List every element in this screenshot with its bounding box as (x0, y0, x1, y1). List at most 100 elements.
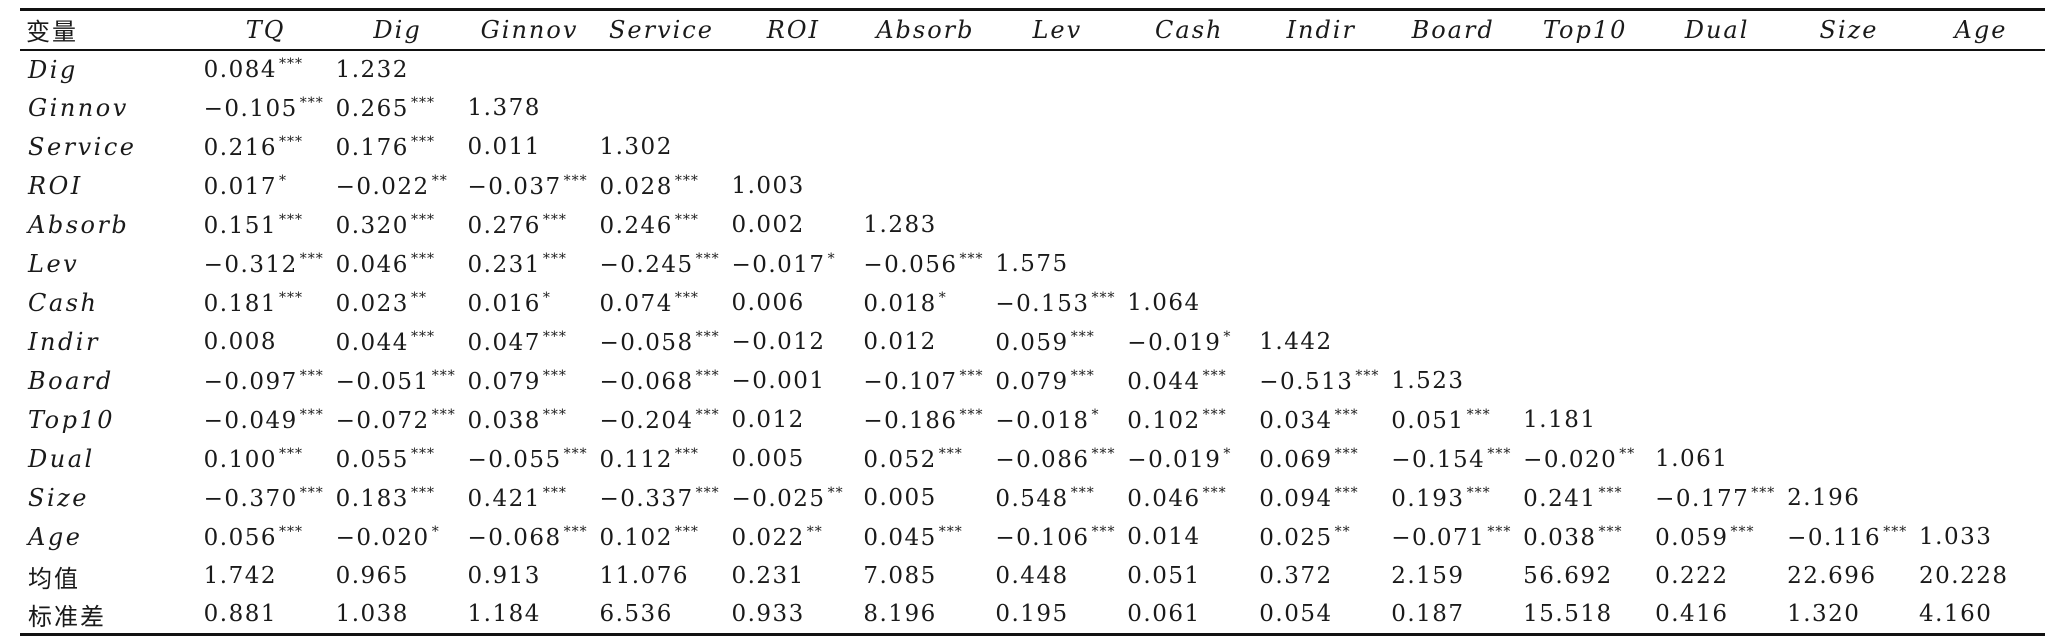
row-label: Dual (28, 445, 95, 473)
cell-value: 0.045 (863, 524, 937, 551)
table-cell (1649, 362, 1781, 401)
significance-stars: *** (1070, 328, 1095, 345)
cell-value: 15.518 (1523, 601, 1613, 628)
table-cell: 0.046 *** (1121, 479, 1253, 518)
table-cell: 0.421 *** (462, 479, 594, 518)
table-cell: 0.044 *** (330, 323, 462, 362)
table-cell: 0.059 *** (1649, 518, 1781, 557)
significance-stars: *** (1202, 406, 1227, 423)
table-row: Lev −0.312 *** 0.046 *** 0.231 *** −0.245 *** −0.… (20, 245, 2045, 284)
header-cell: Board (1411, 15, 1495, 44)
table-cell: −0.068 *** (462, 518, 594, 557)
table-row: Cash 0.181 *** 0.023 ** 0.016 * 0.074 *** 0.006 0.… (20, 284, 2045, 323)
table-cell: 0.548 *** (989, 479, 1121, 518)
cell-value: 0.241 (1523, 485, 1597, 512)
table-cell: 0.372 (1253, 557, 1385, 596)
table-cell (1781, 167, 1913, 206)
significance-stars: *** (959, 250, 984, 267)
table-cell: −0.025 ** (725, 479, 857, 518)
significance-stars: *** (674, 445, 699, 462)
table-body: Dig 0.084 *** 1.232 Ginnov −0.105 *** 0.265 *** 1… (20, 50, 2045, 635)
table-cell (1385, 206, 1517, 245)
table-cell: 0.320 *** (330, 206, 462, 245)
table-row: Service 0.216 *** 0.176 *** 0.011 1.302 (20, 128, 2045, 167)
table-cell: 1.064 (1121, 284, 1253, 323)
table-cell (1913, 206, 2045, 245)
table-cell: −0.017 * (725, 245, 857, 284)
table-cell: 1.523 (1385, 362, 1517, 401)
cell-value: 0.372 (1259, 563, 1333, 589)
significance-stars: *** (542, 406, 567, 423)
table-cell (857, 128, 989, 167)
table-cell (1121, 50, 1253, 89)
cell-value: 1.378 (467, 95, 541, 121)
table-cell (1385, 167, 1517, 206)
cell-value: 0.913 (467, 563, 541, 589)
table-cell (1781, 284, 1913, 323)
header-cell: Dual (1684, 15, 1750, 44)
table-cell: 0.079 *** (462, 362, 594, 401)
header-cell: Lev (1032, 15, 1083, 44)
cell-value: 0.222 (1655, 563, 1729, 589)
cell-value: 0.100 (203, 446, 277, 473)
significance-stars: *** (299, 367, 324, 384)
table-cell: 0.094 *** (1253, 479, 1385, 518)
table-cell: 0.881 (198, 596, 330, 635)
cell-value: 6.536 (599, 601, 673, 628)
table-cell: −0.049 *** (198, 401, 330, 440)
cell-value: −0.037 (467, 173, 562, 200)
header-cell: Dig (373, 15, 422, 44)
header-cell: Absorb (876, 15, 975, 44)
cell-value: 1.320 (1787, 601, 1861, 628)
significance-stars: *** (542, 211, 567, 228)
table-cell: 0.102 *** (593, 518, 725, 557)
significance-stars: * (278, 172, 287, 189)
cell-value: 0.421 (467, 485, 541, 512)
cell-value: 0.002 (731, 212, 805, 238)
cell-value: 0.231 (731, 563, 805, 589)
table-cell: 0.008 (198, 323, 330, 362)
row-label: Dig (28, 55, 78, 84)
row-label: Size (28, 484, 89, 512)
cell-value: −0.020 (1523, 446, 1618, 473)
significance-stars: *** (563, 172, 588, 189)
cell-value: 1.523 (1391, 368, 1465, 394)
significance-stars: ** (431, 172, 448, 189)
table-cell: 0.276 *** (462, 206, 594, 245)
cell-value: 0.176 (335, 134, 409, 161)
table-cell: 0.038 *** (462, 401, 594, 440)
cell-value: 0.005 (863, 485, 937, 511)
table-cell (1649, 89, 1781, 128)
table-cell: 1.442 (1253, 323, 1385, 362)
table-cell (1517, 167, 1649, 206)
table-cell: −0.105 *** (198, 89, 330, 128)
table-cell: 0.045 *** (857, 518, 989, 557)
table-cell: −0.001 (725, 362, 857, 401)
cell-value: −0.019 (1127, 446, 1222, 473)
cell-value: 0.061 (1127, 601, 1201, 628)
table-cell (1253, 89, 1385, 128)
cell-value: −0.153 (995, 290, 1090, 317)
table-cell: 0.006 (725, 284, 857, 323)
table-cell (989, 50, 1121, 89)
table-cell (1121, 128, 1253, 167)
table-cell: 0.216 *** (198, 128, 330, 167)
significance-stars: *** (1598, 523, 1623, 540)
significance-stars: *** (410, 484, 435, 501)
table-cell: −0.055 *** (462, 440, 594, 479)
table-cell (1121, 89, 1253, 128)
cell-value: −0.177 (1655, 485, 1750, 512)
cell-value: 1.038 (335, 601, 409, 628)
cell-value: 0.044 (335, 329, 409, 356)
significance-stars: *** (410, 211, 435, 228)
table-cell (1649, 167, 1781, 206)
table-cell: 0.054 (1253, 596, 1385, 635)
cell-value: 0.055 (335, 446, 409, 473)
table-cell (857, 50, 989, 89)
significance-stars: *** (542, 250, 567, 267)
table-cell: −0.186 *** (857, 401, 989, 440)
significance-stars: ** (1334, 523, 1351, 540)
cell-value: 2.159 (1391, 563, 1465, 589)
cell-value: 1.033 (1919, 524, 1993, 550)
table-cell (1781, 206, 1913, 245)
